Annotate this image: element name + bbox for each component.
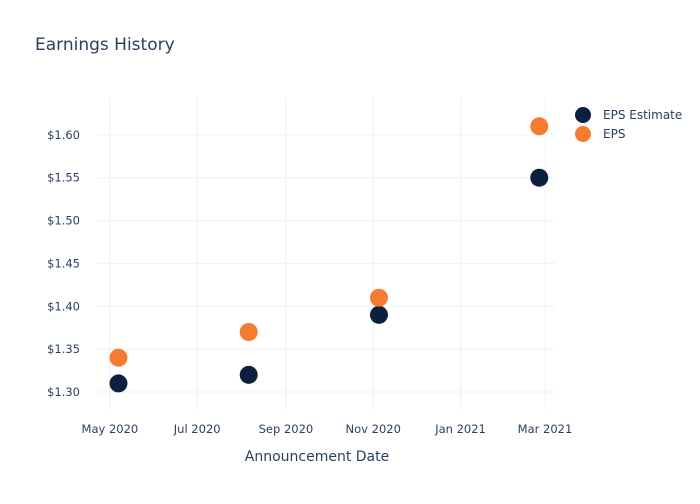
y-tick-labels: $1.30 $1.35 $1.40 $1.45 $1.50 $1.55 $1.60 [47, 128, 80, 399]
x-tick-label: Mar 2021 [518, 422, 573, 436]
data-point[interactable] [369, 288, 388, 307]
data-point[interactable] [530, 168, 549, 187]
legend-item[interactable]: EPS [575, 126, 625, 142]
x-tick-label: Sep 2020 [259, 422, 314, 436]
x-tick-label: Nov 2020 [346, 422, 401, 436]
data-point[interactable] [239, 323, 258, 341]
series-eps-estimate [109, 168, 549, 393]
grid-layer [97, 98, 555, 410]
legend[interactable]: EPS Estimate EPS [575, 107, 682, 142]
y-tick-label: $1.60 [47, 128, 80, 142]
y-tick-label: $1.55 [47, 171, 80, 185]
x-tick-labels: May 2020 Jul 2020 Sep 2020 Nov 2020 Jan 2021… [82, 422, 573, 436]
data-point[interactable] [239, 365, 258, 384]
x-axis-title: Announcement Date [245, 449, 389, 465]
chart-title: Earnings History [35, 35, 175, 55]
data-points [109, 117, 549, 393]
x-tick-label: Jul 2020 [173, 422, 221, 436]
data-point[interactable] [109, 348, 128, 367]
y-tick-label: $1.45 [47, 256, 80, 270]
legend-label: EPS Estimate [603, 108, 682, 122]
data-point[interactable] [530, 117, 549, 136]
legend-label: EPS [603, 127, 625, 141]
series-eps [109, 117, 549, 367]
x-tick-label: May 2020 [82, 422, 139, 436]
y-tick-label: $1.50 [47, 214, 80, 228]
data-point[interactable] [369, 305, 388, 324]
data-point[interactable] [109, 374, 128, 393]
legend-marker [575, 107, 591, 123]
x-tick-label: Jan 2021 [434, 422, 486, 436]
y-tick-label: $1.35 [47, 342, 80, 356]
y-tick-label: $1.40 [47, 299, 80, 313]
y-tick-label: $1.30 [47, 385, 80, 399]
legend-item[interactable]: EPS Estimate [575, 107, 682, 123]
legend-marker [575, 126, 591, 142]
